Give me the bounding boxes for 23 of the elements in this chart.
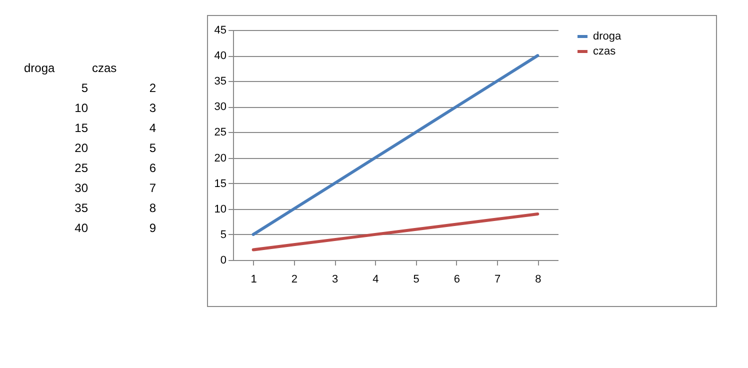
y-tick-label: 0 xyxy=(220,254,226,266)
x-tick-label: 7 xyxy=(494,274,501,286)
y-tick-label: 20 xyxy=(214,152,226,164)
y-tick-label: 10 xyxy=(214,203,226,216)
x-tick-label: 6 xyxy=(454,274,460,286)
value-table: droga czas 5 2 10 3 15 4 20 5 25 6 30 7 35 8 40 9 xyxy=(22,58,158,238)
y-tick-label: 25 xyxy=(214,126,226,139)
x-tick-label: 8 xyxy=(535,274,542,286)
x-tick-label: 5 xyxy=(413,274,420,286)
x-tick-label: 1 xyxy=(250,274,257,286)
line-series xyxy=(252,54,540,236)
y-tick-label: 5 xyxy=(220,228,226,241)
x-tick-label: 4 xyxy=(372,274,379,286)
x-tick-label: 3 xyxy=(332,274,338,286)
y-tick-label: 35 xyxy=(214,76,226,88)
legend-label: czas xyxy=(593,46,616,58)
y-tick-label: 30 xyxy=(214,101,226,114)
y-tick-label: 40 xyxy=(214,50,226,62)
line-series xyxy=(252,212,540,252)
x-tick-label: 2 xyxy=(291,274,298,286)
legend-label: droga xyxy=(593,30,622,42)
y-tick-label: 45 xyxy=(214,24,226,36)
y-tick-label: 15 xyxy=(214,178,226,190)
